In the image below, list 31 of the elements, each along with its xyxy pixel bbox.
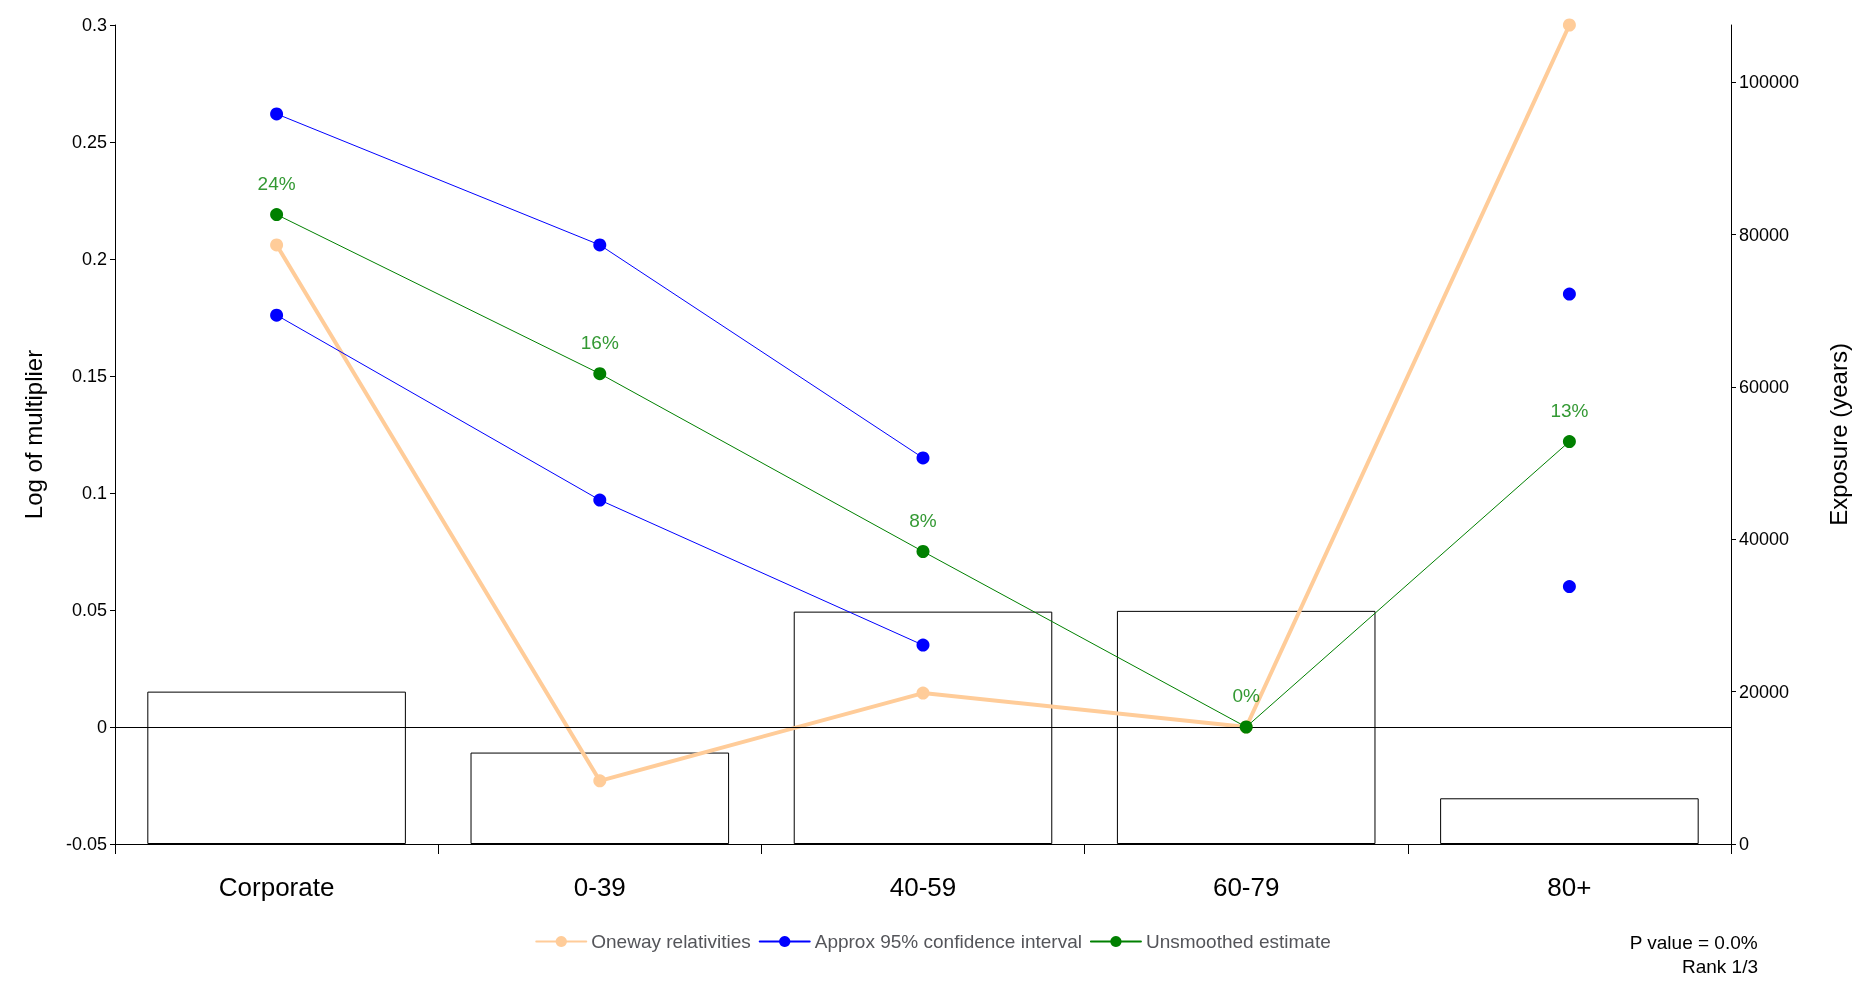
y-tick-label: -0.05 [65,834,107,854]
y-tick-label: 0 [96,717,107,737]
y2-tick-label: 0 [1739,834,1750,854]
legend-label: Unsmoothed estimate [1145,931,1331,952]
y-tick-label: 0.15 [71,366,107,386]
y2-axis-title: Exposure (years) [1824,343,1852,526]
legend-label: Approx 95% confidence interval [814,931,1082,952]
annotation: 13% [1550,399,1589,421]
annotation: 8% [909,509,937,531]
x-tick-label: 0-39 [573,872,626,902]
x-tick-label: Corporate [218,872,335,902]
y-tick-label: 0.25 [71,132,107,152]
annotation: 0% [1232,685,1261,706]
y2-tick-label: 40000 [1739,529,1790,550]
legend-label: Oneway relativities [591,931,751,952]
x-tick-label: 40-59 [889,872,957,902]
annotation: 16% [580,331,619,353]
y-tick-label: 0.05 [71,600,107,620]
x-tick-label: 80+ [1547,872,1592,902]
text: P value = 0.0% [1629,932,1758,953]
y2-tick-label: 100000 [1739,72,1800,93]
y-tick-label: 0.3 [81,15,107,35]
y-tick-label: 0.1 [81,483,107,503]
annotation: 24% [257,172,296,194]
y-tick-label: 0.2 [81,249,107,269]
y2-tick-label: 60000 [1739,376,1790,397]
y-axis-title: Log of multiplier [19,349,47,520]
x-tick-label: 60-79 [1212,872,1280,902]
text: Rank 1/3 [1681,956,1758,977]
y2-tick-label: 20000 [1739,681,1790,702]
y2-tick-label: 80000 [1739,224,1790,245]
